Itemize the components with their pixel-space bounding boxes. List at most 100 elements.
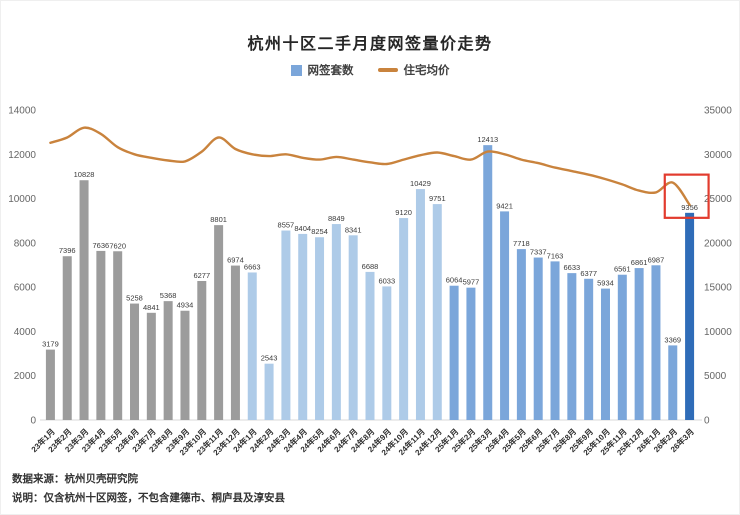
bar-value-label: 10429 — [410, 179, 431, 188]
bar-value-label: 3179 — [42, 340, 59, 349]
bar-value-label: 5977 — [463, 278, 480, 287]
bar-value-label: 6561 — [614, 265, 631, 274]
right-axis-tick-label: 35000 — [704, 106, 732, 117]
bar — [62, 256, 72, 420]
bar — [483, 145, 493, 420]
bar-value-label: 5368 — [160, 291, 177, 300]
bar — [466, 287, 476, 420]
bar-value-label: 6987 — [648, 255, 665, 264]
bar-value-label: 7636 — [93, 241, 110, 250]
bar — [214, 225, 224, 420]
bar-value-label: 8849 — [328, 214, 345, 223]
bar — [600, 288, 610, 420]
bar — [247, 272, 257, 420]
right-axis-tick-label: 10000 — [704, 327, 732, 338]
bar-value-label: 6861 — [631, 258, 648, 267]
left-axis-tick-label: 0 — [30, 416, 36, 427]
legend-item-line: 住宅均价 — [377, 62, 450, 78]
bar-value-label: 3369 — [664, 335, 681, 344]
bar-value-label: 9120 — [395, 208, 412, 217]
left-axis-tick-label: 14000 — [8, 106, 36, 117]
bar-value-label: 7337 — [530, 248, 547, 257]
bar-value-label: 8254 — [311, 227, 328, 236]
bar — [197, 281, 207, 420]
bar-value-label: 6277 — [193, 271, 210, 280]
bar-value-label: 9751 — [429, 194, 446, 203]
bar-value-label: 9421 — [496, 201, 513, 210]
bar-value-label: 8404 — [294, 224, 311, 233]
bar — [516, 249, 526, 420]
legend-bars-label: 网签套数 — [307, 65, 354, 77]
bar — [230, 265, 240, 420]
bar — [533, 257, 543, 420]
bar-value-label: 9356 — [681, 203, 698, 212]
bar — [382, 286, 392, 420]
bar — [365, 271, 375, 420]
chart-legend: 网签套数 住宅均价 — [0, 62, 740, 78]
left-axis-tick-label: 12000 — [8, 150, 36, 161]
left-axis-tick-labels: 0 2000 4000 6000 8000 10000 12000 14000 — [8, 106, 36, 427]
right-axis-tick-label: 15000 — [704, 283, 732, 294]
bar — [130, 303, 140, 420]
right-axis-tick-label: 30000 — [704, 150, 732, 161]
bar — [449, 285, 459, 420]
bar — [617, 274, 627, 420]
bar-value-label: 4841 — [143, 303, 160, 312]
bar — [399, 218, 409, 420]
bar — [651, 265, 661, 420]
bar — [281, 230, 291, 420]
legend-item-bars: 网签套数 — [290, 62, 354, 78]
bar-value-label: 8801 — [210, 215, 227, 224]
bar — [180, 310, 190, 420]
bar — [567, 273, 577, 420]
bar-value-label: 6974 — [227, 256, 244, 265]
bar-value-label: 10828 — [74, 170, 95, 179]
left-axis-tick-label: 6000 — [14, 283, 37, 294]
bar — [315, 237, 325, 420]
chart-title: 杭州十区二手月度网签量价走势 — [247, 36, 493, 53]
bar — [146, 312, 156, 420]
left-axis-tick-label: 10000 — [8, 194, 36, 205]
right-axis-tick-label: 20000 — [704, 238, 732, 249]
right-axis-tick-label: 5000 — [704, 371, 727, 382]
combo-bar-line-chart: 0 2000 4000 6000 8000 10000 12000 14000 0 5000 100… — [8, 106, 732, 458]
line-swatch-icon — [377, 68, 398, 72]
bar — [348, 235, 358, 420]
bar-value-label: 5258 — [126, 294, 143, 303]
chart-footer: 数据来源：杭州贝壳研究院 说明：仅含杭州十区网签，不包含建德市、桐庐县及淳安县 — [12, 470, 285, 507]
bar — [331, 224, 341, 420]
left-axis-tick-label: 8000 — [14, 238, 37, 249]
data-source-note: 数据来源：杭州贝壳研究院 — [12, 473, 138, 486]
bar-value-label: 7718 — [513, 239, 530, 248]
bar — [584, 278, 594, 420]
bar — [432, 204, 442, 420]
bar — [668, 345, 678, 420]
bar — [298, 233, 308, 420]
bar — [415, 189, 425, 420]
bar-value-label: 6633 — [564, 263, 581, 272]
bar-value-label: 7163 — [547, 251, 564, 260]
bar-value-label: 6064 — [446, 276, 463, 285]
bar-value-label: 6688 — [362, 262, 379, 271]
bar — [163, 301, 173, 420]
left-axis-tick-label: 2000 — [14, 371, 37, 382]
price-line — [49, 126, 691, 206]
right-axis-tick-labels: 0 5000 10000 15000 20000 25000 30000 35000 — [704, 106, 732, 427]
bar-value-label: 8557 — [278, 221, 295, 230]
bar — [45, 349, 55, 420]
bar-value-label: 6377 — [580, 269, 597, 278]
bar — [264, 363, 274, 420]
bar-value-label: 4934 — [177, 301, 194, 310]
bar — [500, 211, 510, 420]
legend-line-label: 住宅均价 — [403, 65, 450, 77]
bar-value-label: 5934 — [597, 279, 614, 288]
bar-value-label: 12413 — [477, 135, 498, 144]
right-axis-tick-label: 25000 — [704, 194, 732, 205]
scope-note: 说明：仅含杭州十区网签，不包含建德市、桐庐县及淳安县 — [12, 491, 285, 504]
bar-value-label: 6663 — [244, 262, 261, 271]
bar — [550, 261, 560, 420]
x-axis-labels: 23年1月23年2月23年3月23年4月23年5月23年6月23年7月23年8月… — [29, 426, 696, 457]
bar-value-label: 2543 — [261, 354, 278, 363]
